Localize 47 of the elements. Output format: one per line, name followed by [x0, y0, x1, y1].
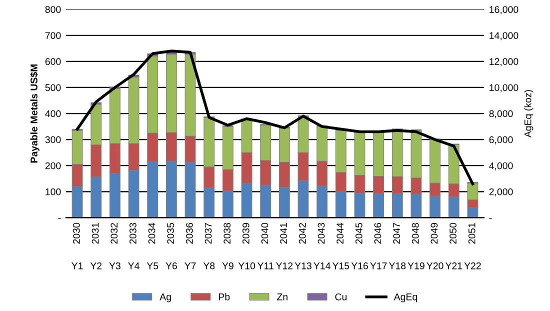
category-label: 2034 Y5 [146, 222, 158, 270]
y-axis-title: Payable Metals US$M [30, 64, 40, 163]
y-tick-label: 800 [45, 6, 61, 13]
category-label: 2039 Y10 [238, 223, 256, 270]
category-label: 2042 Y13 [294, 223, 312, 270]
y-tick-label: - [58, 218, 61, 220]
y2-tick-label: 10,000 [490, 84, 518, 92]
y-tick-label: 100 [46, 188, 61, 196]
y-tick-label: 400 [45, 110, 61, 118]
category-label: 2046 Y17 [370, 222, 387, 270]
category-label: 2049 Y20 [426, 223, 444, 270]
y2-tick-label: 12,000 [490, 58, 518, 66]
category-label: 2032 Y3 [109, 223, 120, 270]
y2-tick-label: 4,000 [489, 162, 513, 170]
category-label: 2047 Y18 [388, 223, 406, 270]
y-tick-label: 700 [45, 32, 61, 39]
category-label: 2030 Y1 [72, 222, 83, 270]
category-label: 2033 Y4 [128, 222, 140, 270]
y-tick-label: 300 [45, 136, 61, 144]
y2-tick-label: 6,000 [489, 136, 513, 144]
y2-tick-label: 8,000 [489, 110, 513, 118]
y-tick-label: 500 [45, 84, 61, 92]
category-label: 2045 Y16 [351, 222, 368, 270]
legend-label: Pb [218, 293, 230, 300]
category-label: 2050 Y21 [445, 222, 462, 270]
y2-tick-label: - [489, 218, 492, 220]
category-label: 2051 Y22 [464, 223, 481, 270]
category-label: 2037 Y8 [203, 223, 215, 270]
legend-label: AgEq [394, 294, 417, 302]
category-label: 2040 Y11 [258, 222, 274, 270]
category-label: 2048 Y19 [408, 222, 424, 270]
legend-label: Zn [277, 294, 288, 300]
category-label: 2031 Y2 [90, 223, 102, 270]
y-tick-label: 600 [45, 58, 61, 66]
y2-tick-label: 2,000 [489, 188, 513, 196]
category-label: 2041 Y12 [276, 223, 293, 270]
category-label: 2044 Y15 [332, 222, 350, 270]
y2-tick-label: 16,000 [490, 6, 518, 14]
category-label: 2035 Y6 [166, 222, 177, 270]
category-label: 2038 Y9 [222, 222, 234, 270]
y2-tick-label: 14,000 [490, 32, 518, 40]
legend-label: Cu [335, 293, 347, 300]
category-label: 2043 Y14 [314, 222, 330, 270]
legend-label: Ag [160, 294, 171, 302]
category-label: 2036 Y7 [184, 222, 196, 270]
y-tick-label: 200 [45, 162, 61, 170]
y2-axis-title: AgEq (koz) [524, 90, 534, 138]
